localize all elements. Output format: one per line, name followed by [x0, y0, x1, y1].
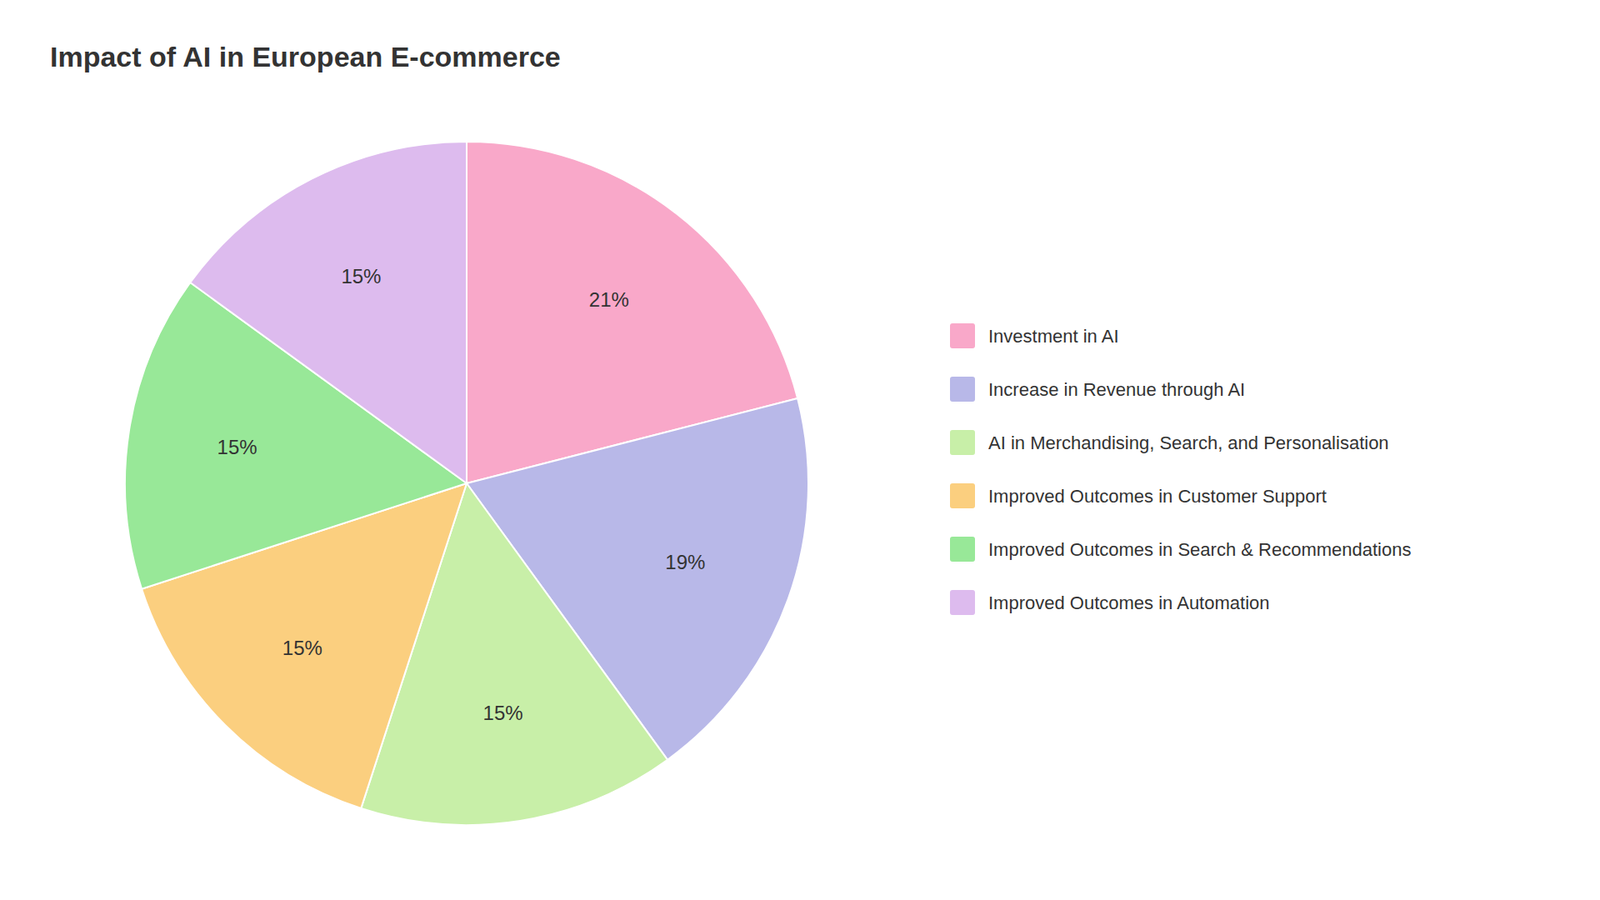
- legend-label: Improved Outcomes in Automation: [988, 592, 1270, 614]
- data-label: 15%: [483, 701, 524, 725]
- data-label: 19%: [665, 550, 705, 574]
- legend-swatch: [950, 376, 975, 402]
- chart-container: Impact of AI in European E-commerce 21% 19…: [0, 0, 1600, 900]
- data-label: 15%: [282, 636, 323, 660]
- legend-label: Improved Outcomes in Customer Support: [988, 485, 1327, 507]
- legend-swatch: [950, 323, 975, 349]
- legend: Investment in AI Increase in Revenue thro…: [950, 323, 1411, 615]
- data-label: 15%: [217, 435, 258, 459]
- chart: Impact of AI in European E-commerce 21% 19…: [0, 0, 1600, 900]
- legend-swatch: [950, 536, 975, 562]
- legend-label: Investment in AI: [988, 325, 1120, 347]
- title: Impact of AI in European E-commerce: [50, 40, 561, 73]
- legend-label: AI in Merchandising, Search, and Persona…: [988, 432, 1390, 454]
- data-label: 15%: [340, 265, 381, 288]
- legend-label: Improved Outcomes in Search & Recommenda…: [988, 539, 1411, 560]
- legend-swatch: [950, 590, 975, 615]
- data-label: 21%: [589, 288, 630, 311]
- background: [0, 0, 1600, 900]
- legend-label: Increase in Revenue through AI: [988, 379, 1245, 400]
- pie: [125, 141, 809, 825]
- pie-slice: [190, 141, 467, 484]
- legend-swatch: [950, 483, 975, 509]
- legend-swatch: [950, 430, 975, 455]
- data-labels: 21% 19% 15% 15% 15% 15%: [217, 265, 706, 725]
